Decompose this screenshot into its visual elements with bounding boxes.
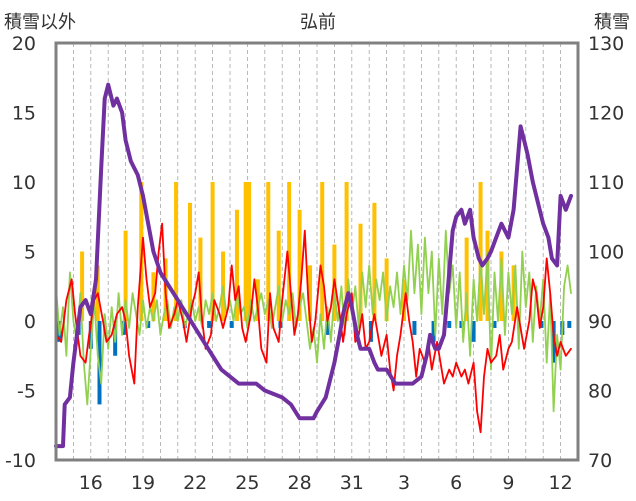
snow-change-bar: [146, 321, 151, 328]
snow-change-bar: [121, 321, 126, 335]
right-tick-label: 70: [588, 450, 612, 472]
left-tick-label: 0: [24, 311, 36, 333]
precipitation-bar: [478, 182, 483, 321]
snow-change-bar: [459, 321, 464, 328]
x-tick-label: 16: [79, 472, 103, 494]
left-tick-label: -5: [17, 381, 36, 403]
right-tick-label: 100: [588, 242, 624, 264]
x-axis-ticks: 16 19 22 25 28 31 3 6 9 12: [79, 472, 573, 494]
x-tick-label: 12: [549, 472, 573, 494]
right-tick-label: 90: [588, 311, 612, 333]
precipitation-bar: [287, 182, 292, 321]
x-tick-label: 25: [235, 472, 259, 494]
x-tick-label: 3: [398, 472, 410, 494]
precipitation-bar: [372, 202, 377, 321]
x-tick-label: 22: [183, 472, 207, 494]
right-tick-label: 130: [588, 33, 624, 55]
precipitation-bar: [464, 237, 469, 321]
snow-depth-line: [54, 82, 573, 449]
snow-change-bar: [431, 321, 436, 342]
precipitation-bar: [276, 230, 281, 321]
precipitation-bar: [234, 209, 239, 321]
precipitation-bar: [210, 182, 215, 321]
precipitation-bar: [297, 209, 302, 321]
snow-change-bar: [207, 321, 212, 328]
left-axis-label: 積雪以外: [4, 12, 76, 33]
precipitation-bar: [266, 182, 271, 321]
precipitation-bar: [499, 251, 504, 321]
snow-change-bar: [567, 321, 572, 328]
left-axis-ticks: 20 15 10 5 0 -5 -10: [5, 33, 36, 472]
precipitation-bar: [247, 182, 252, 321]
x-tick-label: 28: [288, 472, 312, 494]
snow-change-bar: [551, 321, 556, 363]
x-tick-label: 31: [340, 472, 364, 494]
precipitation-bar: [174, 182, 179, 321]
plot-frame: [54, 41, 580, 462]
snow-change-bar: [471, 321, 476, 342]
left-tick-label: 20: [12, 33, 36, 55]
precipitation-bar: [198, 237, 203, 321]
snow-change-bar: [447, 321, 452, 328]
right-axis-ticks: 130 120 110 100 90 80 70: [588, 33, 624, 472]
precipitation-bar: [344, 182, 349, 321]
snow-change-bar: [229, 321, 234, 328]
snow-change-bar: [539, 321, 544, 328]
left-tick-label: -10: [5, 450, 36, 472]
snow-change-bar: [412, 321, 417, 335]
precipitation-bar: [320, 182, 325, 321]
right-tick-label: 80: [588, 381, 612, 403]
snow-change-bar: [88, 321, 93, 349]
x-tick-label: 6: [450, 472, 462, 494]
precipitation-bar: [308, 265, 313, 321]
precipitation-bar: [187, 202, 192, 321]
x-tick-label: 19: [131, 472, 155, 494]
left-tick-label: 5: [24, 242, 36, 264]
left-tick-label: 10: [12, 172, 36, 194]
precipitation-bar: [384, 258, 389, 321]
right-tick-label: 120: [588, 103, 624, 125]
precipitation-bar: [358, 223, 363, 321]
chart-title: 弘前: [300, 12, 336, 33]
temperature-line: [55, 222, 572, 434]
x-tick-label: 9: [502, 472, 514, 494]
snow-change-bar: [325, 321, 330, 335]
precipitation-bar: [243, 182, 248, 321]
right-axis-label: 積雪: [594, 12, 630, 33]
right-tick-label: 110: [588, 172, 624, 194]
snow-change-bar: [492, 321, 497, 328]
series-lines: [54, 82, 573, 449]
precipitation-bar: [80, 251, 85, 321]
precipitation-bar: [123, 230, 128, 321]
left-tick-label: 15: [12, 103, 36, 125]
